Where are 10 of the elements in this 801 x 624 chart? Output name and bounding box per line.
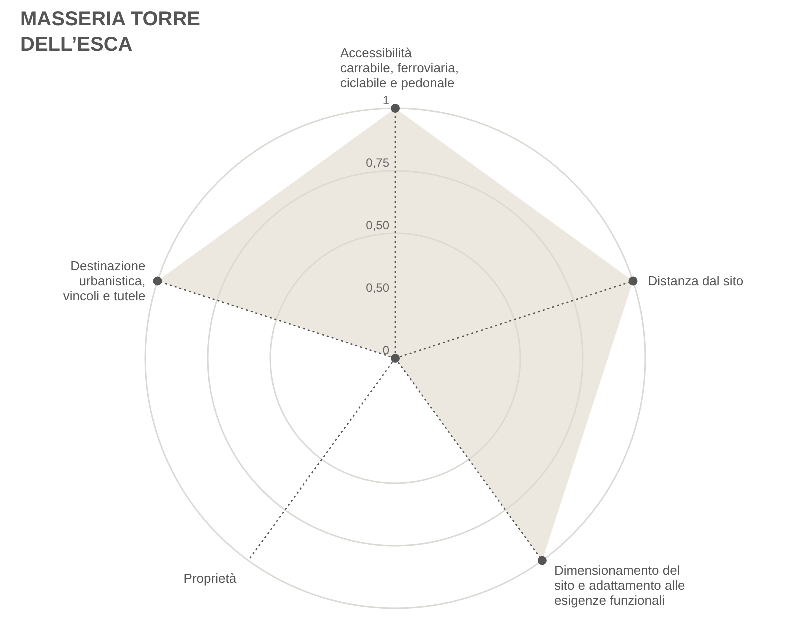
- spoke-label: Destinazione urbanistica, vincoli e tutele: [63, 258, 146, 304]
- chart-title: MASSERIA TORRE DELL’ESCA: [20, 8, 201, 56]
- y-tick-label: 0,50: [366, 218, 390, 232]
- y-tick-label: 0: [382, 344, 390, 358]
- spoke-label: Accessibilità carrabile, ferroviaria, ciclabile e pedonale: [340, 46, 459, 90]
- spoke-label: Distanza dal sito: [648, 274, 744, 289]
- y-tick-label: 1: [382, 94, 390, 108]
- y-tick-label: 0,75: [366, 156, 390, 170]
- spoke-label: Proprietà: [184, 570, 238, 586]
- spoke-label: Dimensionamento del sito e adattamento alle esigenze funzionali: [554, 562, 686, 608]
